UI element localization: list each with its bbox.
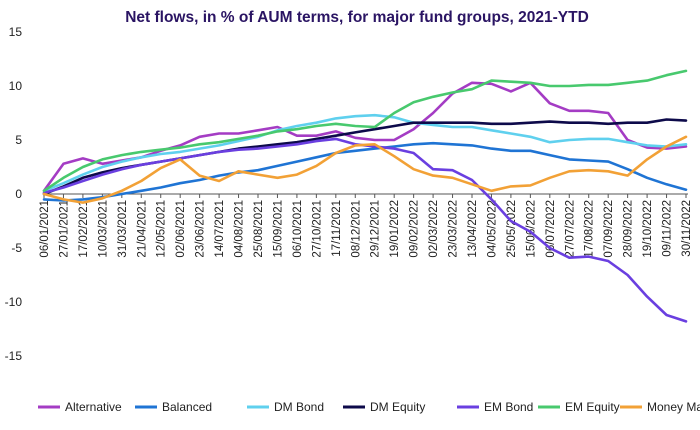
y-axis: 15 10 5 0 -5 -10 -15 <box>5 25 23 363</box>
x-axis: 06/01/2021 27/01/2021 17/02/2021 10/03/2021… <box>39 194 693 258</box>
x-tick-label: 12/05/2021 <box>156 200 168 258</box>
x-tick-label: 19/10/2022 <box>642 200 654 258</box>
x-tick-label: 21/04/2021 <box>136 200 148 258</box>
x-tick-label: 10/03/2021 <box>97 200 109 258</box>
x-tick-label: 06/01/2021 <box>39 200 51 258</box>
legend-label: DM Equity <box>370 400 425 414</box>
legend-label: EM Bond <box>484 400 533 414</box>
chart-title: Net flows, in % of AUM terms, for major … <box>125 9 589 26</box>
series-line-balanced <box>42 141 688 202</box>
x-tick-label: 23/06/2021 <box>195 200 207 258</box>
x-tick-label: 25/08/2021 <box>253 200 265 258</box>
x-tick-label: 19/01/2022 <box>389 200 401 258</box>
legend-item-em-equity: EM Equity <box>538 400 620 414</box>
legend-label: Money Market <box>647 400 700 414</box>
x-tick-label: 28/09/2022 <box>623 200 635 258</box>
y-tick-label: -5 <box>11 241 22 255</box>
legend-item-em-bond: EM Bond <box>457 400 533 414</box>
y-tick-label: -15 <box>5 349 23 363</box>
x-tick-label: 23/03/2022 <box>448 200 460 258</box>
x-tick-label: 27/01/2021 <box>58 200 70 258</box>
x-tick-label: 04/05/2022 <box>486 200 498 258</box>
legend-label: DM Bond <box>274 400 324 414</box>
x-tick-label: 02/03/2022 <box>428 200 440 258</box>
legend: Alternative Balanced DM Bond DM Equity EM Bo… <box>38 400 700 414</box>
y-tick-label: -10 <box>5 295 23 309</box>
x-tick-label: 29/12/2021 <box>370 200 382 258</box>
legend-label: Balanced <box>162 400 212 414</box>
x-tick-label: 15/06/2022 <box>525 200 537 258</box>
x-tick-label: 14/07/2021 <box>214 200 226 258</box>
y-tick-label: 15 <box>9 25 23 39</box>
series-line-em-equity <box>42 69 688 193</box>
series-layer <box>42 69 688 323</box>
legend-item-dm-equity: DM Equity <box>343 400 425 414</box>
x-tick-label: 13/04/2022 <box>467 200 479 258</box>
y-tick-label: 0 <box>15 187 22 201</box>
x-tick-label: 31/03/2021 <box>117 200 129 258</box>
x-tick-label: 07/09/2022 <box>603 200 615 258</box>
x-tick-label: 15/09/2021 <box>272 200 284 258</box>
x-tick-label: 27/10/2021 <box>311 200 323 258</box>
x-tick-label: 25/05/2022 <box>506 200 518 258</box>
x-tick-label: 27/07/2022 <box>564 200 576 258</box>
x-tick-label: 30/11/2022 <box>681 200 693 257</box>
series-line-alternative <box>42 81 688 193</box>
x-tick-label: 08/12/2021 <box>350 200 362 258</box>
x-tick-label: 09/02/2022 <box>409 200 421 258</box>
legend-item-balanced: Balanced <box>135 400 212 414</box>
legend-label: Alternative <box>65 400 122 414</box>
legend-item-alternative: Alternative <box>38 400 122 414</box>
y-tick-label: 10 <box>9 79 23 93</box>
x-tick-label: 06/07/2022 <box>545 200 557 258</box>
x-tick-label: 04/08/2021 <box>234 200 246 258</box>
x-tick-label: 02/06/2021 <box>175 200 187 258</box>
x-tick-label: 09/11/2022 <box>662 200 674 257</box>
legend-item-money-market: Money Market <box>620 400 700 414</box>
series-line-dm-bond <box>42 113 688 193</box>
x-tick-label: 17/02/2021 <box>78 200 90 258</box>
legend-label: EM Equity <box>565 400 620 414</box>
series-line-money-market <box>42 135 688 204</box>
legend-item-dm-bond: DM Bond <box>247 400 324 414</box>
x-tick-label: 17/11/2021 <box>331 200 343 257</box>
y-tick-label: 5 <box>15 133 22 147</box>
x-tick-label: 06/10/2021 <box>292 200 304 258</box>
x-tick-label: 17/08/2022 <box>584 200 596 258</box>
